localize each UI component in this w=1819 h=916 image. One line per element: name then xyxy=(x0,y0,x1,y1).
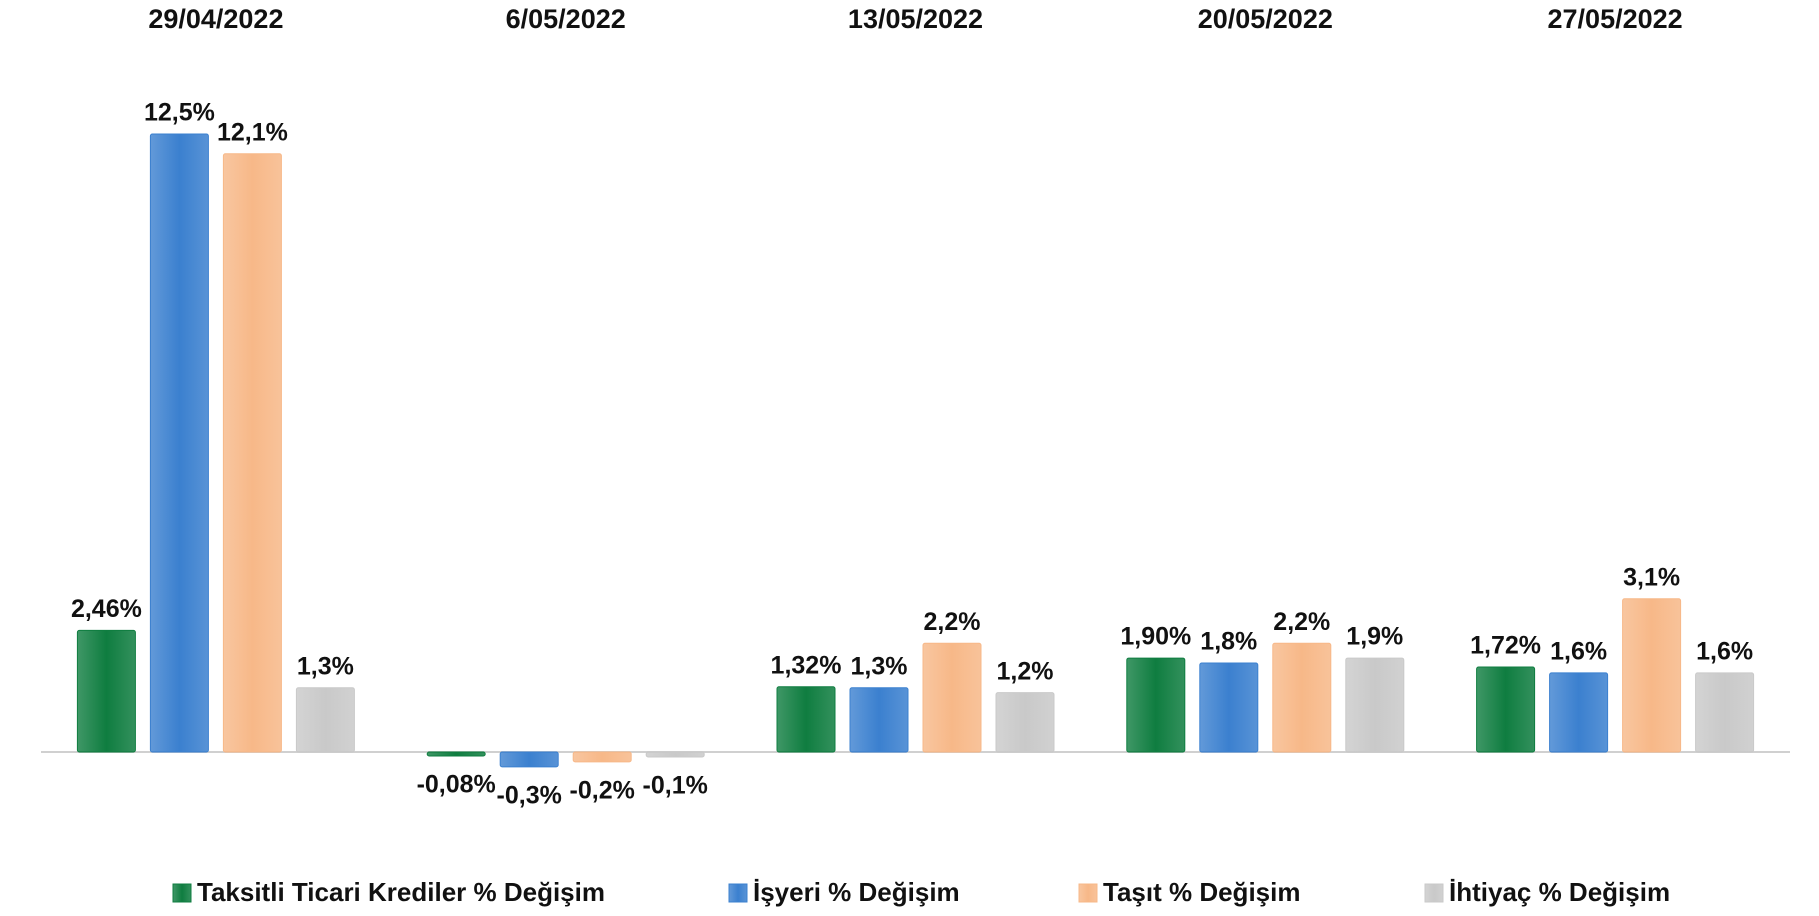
bar xyxy=(499,751,559,768)
bar xyxy=(426,751,486,757)
data-label: 1,8% xyxy=(1200,628,1257,656)
bar xyxy=(922,642,982,753)
data-label: 1,2% xyxy=(997,657,1054,685)
category-label: 27/05/2022 xyxy=(1548,4,1683,34)
data-label: -0,08% xyxy=(417,771,496,799)
data-label: -0,2% xyxy=(570,776,635,804)
data-label: 1,6% xyxy=(1550,638,1607,666)
legend-label: İhtiyaç % Değişim xyxy=(1449,877,1670,907)
bar xyxy=(1199,662,1259,753)
bar xyxy=(1126,657,1186,753)
legend-label: Taşıt % Değişim xyxy=(1103,877,1300,907)
data-label: 2,2% xyxy=(924,608,981,636)
data-label: 1,6% xyxy=(1696,638,1753,666)
bar xyxy=(1695,672,1755,753)
legend-label: Taksitli Ticari Krediler % Değişim xyxy=(197,877,605,907)
bar xyxy=(572,751,632,763)
bar xyxy=(222,153,282,753)
category-label: 29/04/2022 xyxy=(148,4,283,34)
data-label: 1,3% xyxy=(851,652,908,680)
data-label: 1,72% xyxy=(1470,632,1541,660)
data-label: -0,1% xyxy=(643,772,708,800)
data-label: 2,46% xyxy=(71,595,142,623)
category-label: 6/05/2022 xyxy=(506,4,626,34)
bar xyxy=(645,751,705,758)
bar xyxy=(995,692,1055,753)
bar xyxy=(849,687,909,753)
data-label: 1,3% xyxy=(297,652,354,680)
bar xyxy=(1272,642,1332,753)
data-label: 12,5% xyxy=(144,99,215,127)
bar xyxy=(1622,598,1682,753)
data-label: 1,9% xyxy=(1346,623,1403,651)
category-label: 20/05/2022 xyxy=(1198,4,1333,34)
category-label: 13/05/2022 xyxy=(848,4,983,34)
data-label: 12,1% xyxy=(217,118,288,146)
bar xyxy=(76,629,136,753)
bar xyxy=(776,686,836,753)
data-label: -0,3% xyxy=(497,781,562,809)
legend-label: İşyeri % Değişim xyxy=(753,877,960,907)
bar xyxy=(1549,672,1609,753)
data-label: 1,90% xyxy=(1120,623,1191,651)
data-label: 2,2% xyxy=(1273,608,1330,636)
legend-swatch xyxy=(1078,883,1098,903)
data-label: 1,32% xyxy=(771,651,842,679)
bar xyxy=(1476,666,1536,753)
legend-swatch xyxy=(172,883,192,903)
legend-swatch xyxy=(1424,883,1444,903)
data-label: 3,1% xyxy=(1623,563,1680,591)
bar xyxy=(1345,657,1405,753)
legend-swatch xyxy=(728,883,748,903)
bar xyxy=(149,133,209,753)
bar xyxy=(295,687,355,753)
